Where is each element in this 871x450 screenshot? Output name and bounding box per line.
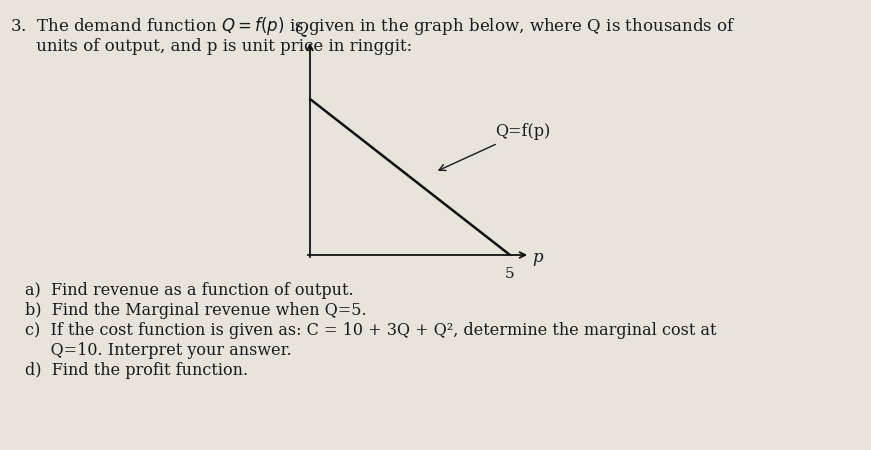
Text: Q=f(p): Q=f(p) (439, 123, 550, 171)
Text: c)  If the cost function is given as: C = 10 + 3Q + Q², determine the marginal c: c) If the cost function is given as: C =… (25, 322, 717, 339)
Text: p: p (532, 249, 543, 266)
Text: Q: Q (295, 20, 309, 37)
Text: a)  Find revenue as a function of output.: a) Find revenue as a function of output. (25, 282, 354, 299)
Text: units of output, and p is unit price in ringgit:: units of output, and p is unit price in … (10, 38, 412, 55)
Text: d)  Find the profit function.: d) Find the profit function. (25, 362, 248, 379)
Text: 3.  The demand function $Q = f(p)$ is given in the graph below, where Q is thous: 3. The demand function $Q = f(p)$ is giv… (10, 15, 736, 37)
Text: 5: 5 (505, 267, 515, 281)
Text: Q=10. Interpret your answer.: Q=10. Interpret your answer. (25, 342, 292, 359)
Text: b)  Find the Marginal revenue when Q=5.: b) Find the Marginal revenue when Q=5. (25, 302, 367, 319)
